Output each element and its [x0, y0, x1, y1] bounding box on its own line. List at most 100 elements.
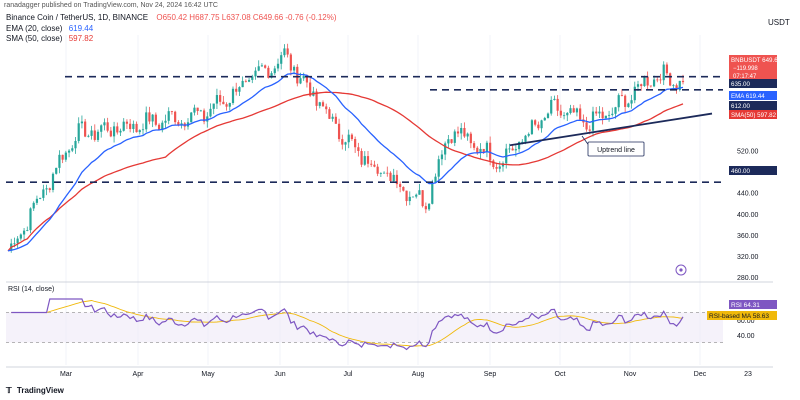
candle-body [267, 67, 270, 78]
candle [389, 171, 392, 183]
candle-body [125, 121, 129, 124]
candle-body [241, 80, 244, 88]
candle-body [495, 167, 498, 169]
candle-body [652, 79, 656, 87]
candle-body [344, 142, 347, 145]
candle [199, 109, 202, 112]
candle-body [32, 202, 35, 209]
candle [125, 119, 129, 129]
candle-body [318, 102, 321, 106]
candle [273, 65, 276, 76]
candle-body [286, 48, 289, 55]
rsi-value-label: RSI 64.31 [731, 302, 760, 309]
candle-body [154, 114, 157, 125]
candle-body [624, 95, 627, 107]
candle [29, 207, 32, 234]
candle [219, 90, 222, 106]
candle-body [16, 238, 19, 244]
ema-legend[interactable]: EMA (20, close) 619.44 [6, 24, 93, 33]
candle [45, 184, 48, 196]
candle-body [61, 154, 64, 160]
candle-body [19, 234, 22, 239]
candle-body [508, 148, 511, 150]
candle [247, 77, 251, 83]
candle-body [119, 130, 122, 133]
candle-body [466, 133, 469, 137]
candle [363, 151, 366, 166]
candle-body [437, 159, 440, 177]
candle [51, 172, 55, 193]
sma-legend[interactable]: SMA (50, close) 597.82 [6, 34, 93, 43]
candle [572, 105, 575, 113]
candle-body [80, 121, 84, 124]
candle-body [283, 48, 286, 56]
candle [643, 75, 646, 87]
candle-body [64, 152, 67, 160]
x-tick-label: Jul [344, 371, 353, 378]
candle [93, 124, 96, 142]
candle [652, 75, 656, 88]
candle-body [476, 147, 479, 153]
candle [595, 106, 598, 116]
candle [376, 163, 379, 177]
candle [370, 160, 373, 167]
x-axis: Mar Apr May Jun Jul Aug Sep Oct Nov Dec 23 [6, 366, 773, 378]
candle-body [170, 111, 174, 112]
candle [244, 79, 247, 83]
price-tag-label: SMA(50) 597.82 [731, 112, 777, 119]
price-tag-box [729, 101, 777, 110]
candle [286, 43, 289, 58]
candle [344, 141, 347, 151]
candle-body [29, 208, 32, 231]
candle [321, 100, 325, 107]
candle [312, 86, 315, 97]
candle [55, 167, 58, 175]
candle [74, 136, 77, 154]
candle [598, 106, 601, 119]
candle [540, 119, 543, 133]
candle-body [231, 88, 235, 104]
candle-body [132, 123, 135, 129]
candle [553, 95, 556, 101]
candle [241, 76, 244, 88]
candle-body [39, 197, 42, 199]
candle-body [48, 188, 51, 190]
candle [138, 129, 141, 135]
alert-icon-dot [679, 268, 683, 272]
rsi-pane: RSI (14, close) 60.00 40.00 RSI 64.31 RSI-ba… [6, 281, 777, 351]
candle [447, 134, 450, 148]
candle [26, 226, 29, 232]
candle [276, 58, 280, 72]
candle [71, 145, 74, 153]
candle-body [357, 147, 360, 152]
candle [318, 101, 321, 109]
candle [264, 64, 267, 69]
candle [116, 122, 119, 135]
candle-body [238, 87, 241, 92]
candle [460, 123, 463, 140]
candle-body [527, 134, 530, 136]
candle-body [611, 113, 614, 115]
candle-body [405, 190, 408, 202]
candle-body [309, 82, 312, 96]
candle [627, 102, 630, 108]
candle [48, 187, 51, 193]
candle-body [199, 110, 202, 112]
ema-20-line [7, 72, 684, 252]
candle [640, 83, 643, 91]
candle [328, 107, 331, 120]
candle-body [469, 133, 472, 144]
candle [341, 134, 344, 150]
candle-body [556, 98, 559, 111]
candle [84, 118, 87, 138]
candle [440, 150, 444, 166]
candle [215, 88, 219, 109]
price-tag-box [729, 91, 777, 100]
candle [366, 151, 370, 168]
tradingview-brand[interactable]: 𝕋 TradingView [6, 386, 64, 395]
candle [569, 104, 572, 115]
candle [347, 129, 350, 149]
candle [22, 228, 26, 241]
